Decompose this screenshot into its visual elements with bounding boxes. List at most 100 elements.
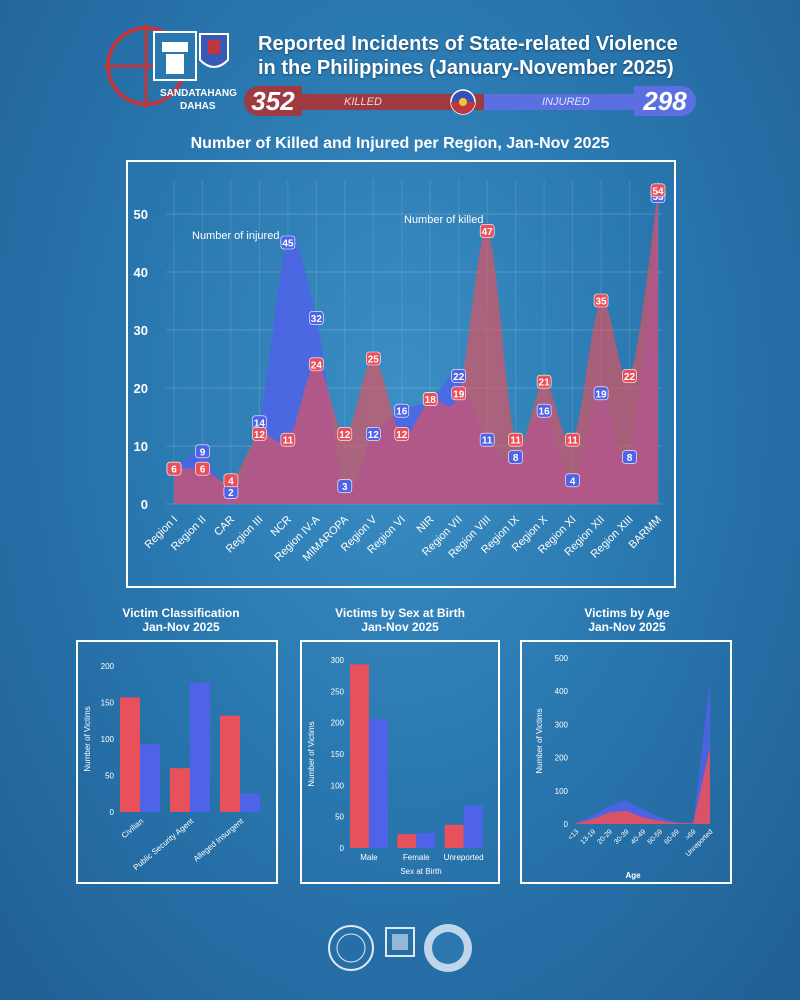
- injured-data-label: 32: [309, 311, 324, 325]
- age-title-main: Victims by Age: [584, 606, 670, 620]
- age-area-chart: 0 100 200 300 400 500 Number of Victims <13 13-1…: [520, 640, 732, 884]
- injured-data-label: 8: [622, 450, 637, 464]
- y-tick-label: 300: [555, 720, 569, 729]
- third-world-studies-icon: [385, 927, 415, 957]
- age-title-sub: Jan-Nov 2025: [588, 620, 666, 634]
- injured-data-label: 9: [195, 444, 210, 458]
- svg-text:11: 11: [567, 436, 578, 447]
- injured-bar: [240, 793, 260, 812]
- x-tick-label: <13: [567, 828, 580, 841]
- killed-data-label: 22: [622, 369, 637, 383]
- svg-text:22: 22: [624, 372, 636, 383]
- logo-text-1: SANDATAHANG: [160, 88, 237, 99]
- svg-text:53: 53: [652, 192, 664, 203]
- killed-data-label: 12: [337, 427, 353, 441]
- killed-data-label: 11: [565, 432, 580, 447]
- x-tick-label: 13-19: [580, 828, 598, 846]
- killed-bar: [350, 664, 369, 848]
- killed-data-label: 19: [451, 386, 467, 400]
- svg-text:12: 12: [339, 430, 351, 441]
- ph-flag-emblem-icon: [450, 89, 476, 115]
- svg-text:19: 19: [595, 389, 607, 400]
- y-tick-label: 50: [134, 207, 148, 222]
- x-tick-label: CAR: [212, 514, 237, 539]
- injured-data-label: 3: [337, 479, 353, 493]
- killed-data-label: 4: [223, 473, 239, 487]
- x-tick-label: NCR: [269, 514, 294, 539]
- svg-text:19: 19: [453, 389, 465, 400]
- killed-area: [174, 190, 658, 505]
- y-axis-label: Number of Victims: [307, 721, 316, 786]
- region-chart-title: Number of Killed and Injured per Region,…: [190, 135, 610, 152]
- footer-logos: [328, 924, 472, 972]
- injured-bar: [368, 718, 388, 848]
- svg-text:16: 16: [396, 407, 408, 418]
- sex-bar-chart: 0 50 100 150 200 250 300 Number of Victims Male F…: [300, 640, 500, 884]
- svg-text:47: 47: [482, 227, 494, 238]
- x-tick-label: 20-29: [596, 828, 614, 846]
- svg-text:12: 12: [396, 430, 408, 441]
- svg-text:18: 18: [425, 395, 437, 406]
- annotation-injured: Number of injured: [192, 230, 279, 242]
- injured-data-label: 19: [593, 386, 609, 400]
- x-axis-label: Sex at Birth: [400, 867, 441, 876]
- y-tick-label: 10: [134, 439, 148, 454]
- killed-data-label: 11: [508, 432, 523, 447]
- svg-text:12: 12: [368, 430, 380, 441]
- svg-text:9: 9: [200, 447, 206, 458]
- injured-data-label: 8: [508, 450, 523, 464]
- x-tick-label: Female: [403, 853, 430, 862]
- injured-label: INJURED: [542, 96, 590, 108]
- killed-bar: [170, 768, 190, 812]
- killed-data-label: 35: [593, 293, 609, 308]
- svg-text:35: 35: [595, 297, 607, 308]
- y-tick-label: 100: [101, 735, 115, 744]
- injured-bar: [190, 682, 210, 812]
- svg-text:8: 8: [513, 453, 519, 464]
- y-axis-label: Number of Victims: [535, 708, 544, 773]
- page-title: Reported Incidents of State-related Viol…: [258, 32, 688, 80]
- killed-bar: [220, 715, 240, 812]
- svg-text:11: 11: [510, 436, 521, 447]
- killed-data-label: 21: [536, 374, 552, 389]
- svg-text:2: 2: [228, 488, 234, 499]
- svg-text:54: 54: [652, 186, 664, 197]
- svg-text:22: 22: [453, 372, 465, 383]
- svg-text:4: 4: [228, 476, 234, 487]
- title-line-2: in the Philippines (January-November 202…: [258, 57, 674, 79]
- y-tick-label: 200: [101, 662, 115, 671]
- y-tick-label: 250: [331, 687, 345, 696]
- killed-data-label: 12: [394, 427, 410, 441]
- x-tick-label: >69: [684, 828, 697, 841]
- killed-data-label: 6: [166, 461, 182, 476]
- x-tick-label: NIR: [414, 514, 436, 536]
- x-tick-label: 40-49: [630, 828, 648, 846]
- y-tick-label: 0: [110, 808, 115, 817]
- y-tick-label: 100: [555, 787, 569, 796]
- up-seal-icon: [328, 925, 374, 971]
- svg-text:45: 45: [282, 239, 294, 250]
- y-tick-label: 0: [564, 820, 569, 829]
- injured-bar: [416, 832, 436, 848]
- y-tick-label: 300: [331, 656, 345, 665]
- svg-text:11: 11: [283, 436, 294, 447]
- killed-data-label: 11: [280, 432, 296, 447]
- killed-bar: [397, 834, 417, 848]
- injured-bar: [140, 744, 160, 812]
- x-tick-label: 30-39: [613, 828, 631, 846]
- injured-data-label: 2: [223, 485, 239, 499]
- svg-text:24: 24: [311, 360, 323, 371]
- injured-data-label: 22: [451, 369, 467, 383]
- injured-total: 298: [634, 86, 696, 116]
- classification-title-sub: Jan-Nov 2025: [142, 620, 220, 634]
- y-tick-label: 20: [134, 381, 148, 396]
- y-tick-label: 500: [555, 654, 569, 663]
- killed-data-label: 12: [252, 427, 267, 441]
- killed-data-label: 47: [479, 224, 495, 238]
- svg-text:3: 3: [342, 482, 348, 493]
- injured-bar: [463, 805, 483, 848]
- logo-text-2: DAHAS: [180, 101, 216, 112]
- classification-title: Victim Classification Jan-Nov 2025: [76, 606, 286, 634]
- y-tick-label: 0: [141, 497, 148, 512]
